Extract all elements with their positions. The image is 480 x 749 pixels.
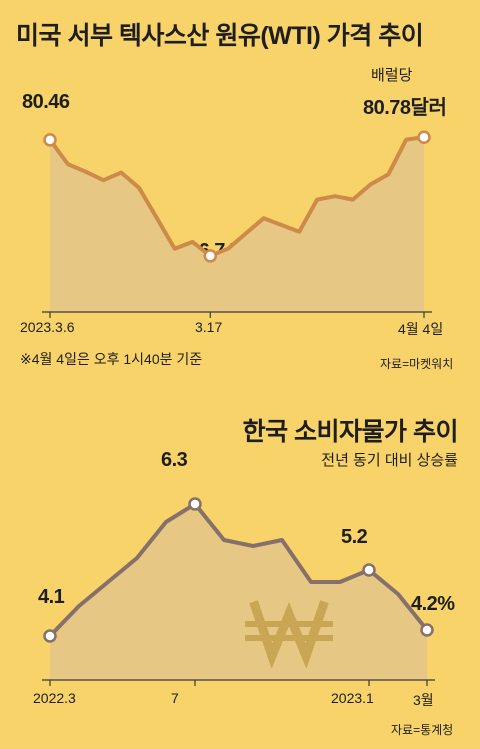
wti-chart-title: 미국 서부 텍사스산 원유(WTI) 가격 추이 [16,22,424,50]
cpi-label-peak: 6.3 [161,449,188,471]
wti-x-tick-start: 2023.3.6 [20,319,75,335]
cpi-chart-title: 한국 소비자물가 추이 [242,418,459,446]
wti-data-point [43,133,57,147]
wti-footnote: ※4월 4일은 오후 1시40분 기준 [20,351,203,367]
cpi-source: 자료=통계청 [391,723,454,737]
wti-area [50,137,424,312]
cpi-data-point [43,629,57,643]
wti-unit-label: 배럴당 [371,67,413,84]
cpi-x-tick-mar: 3월 [413,692,434,708]
wti-x-tick-mid: 3.17 [195,319,223,335]
cpi-data-point [362,563,376,577]
cpi-x-tick-jan: 2023.1 [331,690,374,706]
cpi-area [50,504,427,680]
wti-x-tick-end: 4월 4일 [398,321,444,337]
cpi-label-end: 4.2% [411,593,455,615]
cpi-data-point [188,497,202,511]
wti-data-point [417,130,431,144]
cpi-subtitle: 전년 동기 대비 상승률 [321,452,458,469]
cpi-x-tick-jul: 7 [171,690,179,706]
cpi-label-start: 4.1 [38,586,65,608]
wti-source: 자료=마켓워치 [380,357,454,371]
won-sign-icon [245,600,333,669]
cpi-data-point [420,623,434,637]
cpi-label-mid: 5.2 [341,526,368,548]
wti-label-start: 80.46 [22,91,70,113]
wti-data-point [203,249,218,263]
wti-label-end: 80.78달러 [363,97,447,119]
cpi-x-tick-start: 2022.3 [33,690,76,706]
wti-series-line [48,135,426,258]
